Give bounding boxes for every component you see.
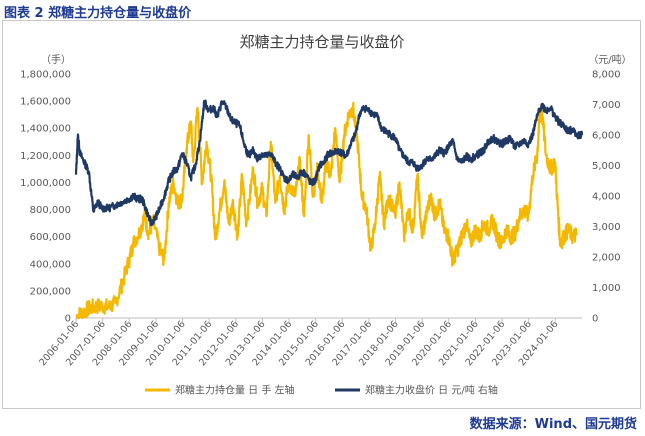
- left-tick-label: 400,000: [30, 259, 71, 270]
- left-tick-label: 1,000,000: [20, 178, 71, 189]
- left-tick-label: 1,600,000: [20, 97, 71, 108]
- right-tick-label: 1,000: [592, 283, 621, 294]
- left-axis-unit: （手）: [41, 53, 71, 66]
- chart-title: 郑糖主力持仓量与收盘价: [239, 33, 404, 51]
- left-tick-label: 1,400,000: [20, 124, 71, 135]
- chart-frame: [2, 20, 641, 409]
- right-tick-label: 7,000: [592, 100, 621, 111]
- axes: 0 200,000 400,000 600,000 800,000 1,000,000 1,…: [20, 70, 621, 369]
- right-tick-label: 0: [592, 314, 598, 325]
- right-tick-label: 5,000: [592, 161, 621, 172]
- source-note: 数据来源：Wind、国元期货: [469, 417, 637, 432]
- legend-label-volume: 郑糖主力持仓量 日 手 左轴: [175, 384, 295, 397]
- right-tick-label: 4,000: [592, 192, 621, 203]
- right-tick-label: 3,000: [592, 222, 621, 233]
- legend: 郑糖主力持仓量 日 手 左轴 郑糖主力收盘价 日 元/吨 右轴: [145, 384, 498, 397]
- right-tick-label: 2,000: [592, 253, 621, 264]
- figure-label: 图表 2 郑糖主力持仓量与收盘价: [4, 6, 192, 21]
- left-tick-label: 0: [65, 314, 71, 325]
- right-tick-label: 8,000: [592, 70, 621, 81]
- left-tick-label: 600,000: [30, 232, 71, 243]
- legend-label-price: 郑糖主力收盘价 日 元/吨 右轴: [365, 384, 498, 397]
- left-tick-label: 800,000: [30, 205, 71, 216]
- plot-area: [74, 99, 584, 320]
- left-tick-label: 1,800,000: [20, 70, 71, 81]
- right-axis-unit: （元/吨）: [588, 53, 631, 66]
- series-line-price: [74, 99, 584, 227]
- left-tick-label: 1,200,000: [20, 151, 71, 162]
- left-tick-label: 200,000: [30, 286, 71, 297]
- right-tick-label: 6,000: [592, 131, 621, 142]
- series-line-volume: [75, 101, 579, 320]
